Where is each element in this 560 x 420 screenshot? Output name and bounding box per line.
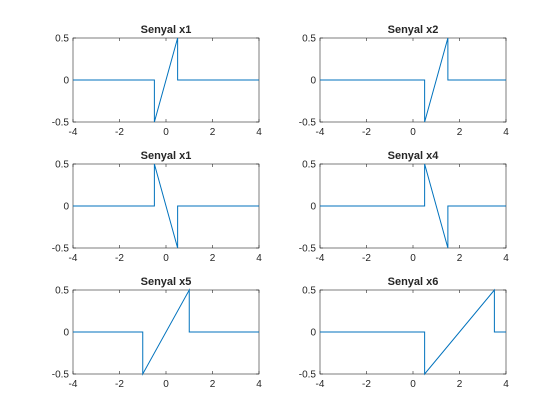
y-tick-label: 0 <box>63 76 69 87</box>
x-tick-label: -2 <box>115 379 124 390</box>
y-tick-label: 0 <box>63 202 69 213</box>
signal-line <box>320 163 506 249</box>
subplot-title: Senyal x4 <box>388 150 440 162</box>
subplot-title: Senyal x2 <box>388 24 439 36</box>
y-tick-label: -0.5 <box>52 244 70 255</box>
x-tick-label: 0 <box>410 253 416 264</box>
signal-line <box>73 37 259 123</box>
subplot-title: Senyal x5 <box>141 276 192 288</box>
x-tick-label: -2 <box>115 127 124 138</box>
y-tick-label: -0.5 <box>52 118 70 129</box>
signal-line <box>73 163 259 249</box>
x-tick-label: -4 <box>316 127 325 138</box>
subplot-6: Senyal x6 -4 -2 0 2 4 -0.5 0 0.5 <box>299 276 509 390</box>
x-tick-label: 0 <box>163 127 169 138</box>
x-tick-label: 4 <box>256 127 262 138</box>
subplot-title: Senyal x1 <box>141 150 192 162</box>
signal-line <box>73 288 259 376</box>
subplot-title: Senyal x1 <box>141 24 192 36</box>
x-tick-label: 0 <box>163 379 169 390</box>
x-tick-label: 2 <box>457 127 463 138</box>
signal-line <box>320 288 506 376</box>
y-tick-label: 0.5 <box>55 160 69 171</box>
x-tick-label: 0 <box>410 127 416 138</box>
subplot-title: Senyal x6 <box>388 276 439 288</box>
y-tick-label: 0.5 <box>55 34 69 45</box>
y-tick-label: 0 <box>63 328 69 339</box>
y-tick-label: 0 <box>310 202 316 213</box>
y-tick-label: 0.5 <box>302 34 316 45</box>
y-tick-label: 0.5 <box>302 286 316 297</box>
y-tick-label: 0.5 <box>302 160 316 171</box>
y-tick-label: -0.5 <box>299 244 317 255</box>
x-tick-label: 2 <box>210 379 216 390</box>
x-tick-label: 4 <box>503 127 509 138</box>
y-tick-label: 0.5 <box>55 286 69 297</box>
y-tick-label: -0.5 <box>299 370 317 381</box>
x-tick-label: -4 <box>69 253 78 264</box>
x-tick-label: -2 <box>362 127 371 138</box>
x-tick-label: 4 <box>256 379 262 390</box>
x-tick-label: -2 <box>115 253 124 264</box>
y-tick-label: -0.5 <box>299 118 317 129</box>
subplot-1: Senyal x1 -4 -2 0 2 4 -0.5 0 0.5 <box>52 24 262 138</box>
x-tick-label: 4 <box>256 253 262 264</box>
x-tick-label: 2 <box>457 253 463 264</box>
x-tick-label: -4 <box>316 379 325 390</box>
y-tick-label: -0.5 <box>52 370 70 381</box>
subplot-4: Senyal x4 -4 -2 0 2 4 -0.5 0 0.5 <box>299 150 509 264</box>
x-tick-label: -2 <box>362 379 371 390</box>
x-tick-label: 4 <box>503 379 509 390</box>
x-tick-label: -4 <box>316 253 325 264</box>
x-tick-label: 2 <box>457 379 463 390</box>
subplot-3: Senyal x1 -4 -2 0 2 4 -0.5 0 0.5 <box>52 150 262 264</box>
x-tick-label: -4 <box>69 127 78 138</box>
signal-line <box>320 37 506 123</box>
x-tick-label: 2 <box>210 253 216 264</box>
x-tick-label: 4 <box>503 253 509 264</box>
x-tick-label: -4 <box>69 379 78 390</box>
subplot-2: Senyal x2 -4 -2 0 2 4 -0.5 0 0.5 <box>299 24 509 138</box>
x-tick-label: 0 <box>410 379 416 390</box>
subplot-5: Senyal x5 -4 -2 0 2 4 -0.5 0 0.5 <box>52 276 262 390</box>
x-tick-label: -2 <box>362 253 371 264</box>
x-tick-label: 2 <box>210 127 216 138</box>
y-tick-label: 0 <box>310 328 316 339</box>
y-tick-label: 0 <box>310 76 316 87</box>
x-tick-label: 0 <box>163 253 169 264</box>
